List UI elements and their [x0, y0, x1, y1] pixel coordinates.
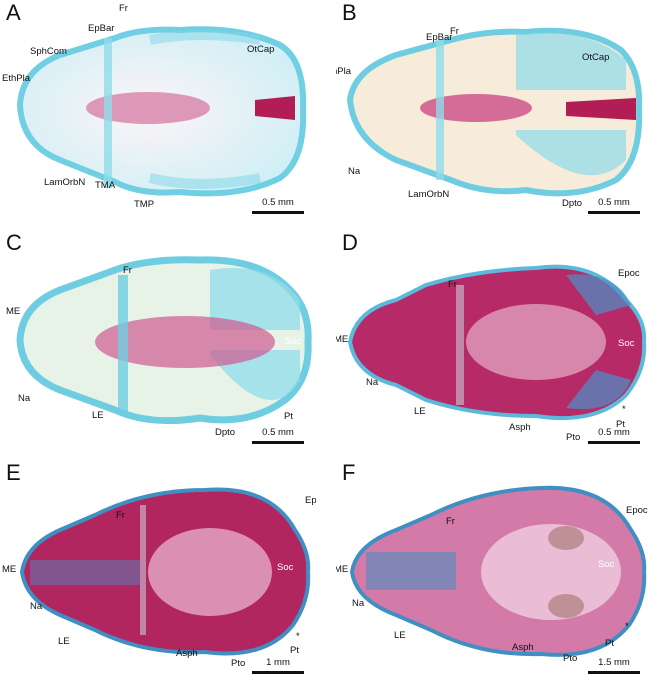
- label-pt: Pt: [284, 411, 293, 422]
- panel-letter: D: [342, 230, 358, 255]
- label-me: ME: [336, 564, 349, 575]
- label-epoc: Epoc: [305, 495, 316, 506]
- label-na: Na: [18, 393, 31, 404]
- label-lamorbn: LamOrbN: [44, 177, 86, 188]
- scale-label: 0.5 mm: [262, 427, 294, 438]
- label-otcap: OtCap: [247, 44, 275, 55]
- label-star: *: [296, 631, 300, 642]
- scale-label: 0.5 mm: [598, 197, 630, 208]
- panel-b: B EpBar Fr OtCap EthPla Na LamOrbN Dpto …: [336, 0, 652, 222]
- label-asph: Asph: [512, 642, 534, 653]
- panel-letter: B: [342, 0, 357, 25]
- label-pt: Pt: [605, 638, 614, 649]
- label-dpto: Dpto: [215, 427, 236, 438]
- skull-cartilage-b: [346, 27, 643, 197]
- label-le: LE: [92, 410, 104, 421]
- scale-label: 1 mm: [266, 657, 290, 668]
- label-soc: Soc: [285, 336, 302, 347]
- panel-letter: A: [6, 0, 21, 25]
- skull-cartilage-a: [16, 26, 307, 197]
- scale-bar: 0.5 mm: [588, 192, 640, 214]
- label-na: Na: [352, 598, 365, 609]
- scale-label: 0.5 mm: [262, 197, 294, 208]
- scale-bar: 1 mm: [252, 652, 304, 674]
- label-fr: Fr: [446, 516, 455, 527]
- label-soc: Soc: [598, 559, 615, 570]
- label-le: LE: [394, 630, 406, 641]
- panel-letter: E: [6, 460, 21, 485]
- panel-letter: C: [6, 230, 22, 255]
- label-fr: Fr: [116, 510, 125, 521]
- label-na: Na: [348, 166, 361, 177]
- label-pto: Pto: [566, 432, 581, 443]
- label-ethpla: EthPla: [2, 73, 30, 84]
- label-soc: Soc: [277, 562, 294, 573]
- scale-bar: 1.5 mm: [588, 652, 640, 674]
- panel-c: C Fr ME Soc Na LE Dpto Pt 0.5 mm: [0, 230, 316, 452]
- label-fr: Fr: [119, 3, 128, 14]
- label-star: *: [622, 404, 626, 415]
- scale-label: 0.5 mm: [598, 427, 630, 438]
- label-le: LE: [58, 636, 70, 647]
- label-asph: Asph: [509, 422, 531, 433]
- panel-d: D Fr Epoc ME Soc Na LE * Asph Pto Pt 0.5…: [336, 230, 652, 452]
- skull-cartilage-c: [16, 256, 312, 425]
- panel-a: A SphCom EpBar Fr OtCap EthPla LamOrbN T…: [0, 0, 316, 222]
- label-fr: Fr: [450, 26, 459, 37]
- panel-letter: F: [342, 460, 356, 485]
- label-tma: TMA: [95, 180, 116, 191]
- label-epoc: Epoc: [618, 268, 640, 279]
- label-fr: Fr: [448, 279, 457, 290]
- label-pto: Pto: [231, 658, 246, 669]
- label-pt: Pt: [616, 419, 625, 430]
- label-star: *: [625, 621, 629, 632]
- label-tmp: TMP: [134, 199, 155, 210]
- skull-bone-f: [349, 485, 647, 657]
- label-epbar: EpBar: [88, 23, 115, 34]
- scale-bar: 0.5 mm: [252, 422, 304, 444]
- panel-e: E Fr Epoc ME Soc Na LE * Asph Pto Pt 1 m…: [0, 460, 316, 682]
- scale-bar: 0.5 mm: [588, 422, 640, 444]
- label-me: ME: [336, 334, 349, 345]
- scale-label: 1.5 mm: [598, 657, 630, 668]
- label-epbar: EpBar: [426, 32, 453, 43]
- label-otcap: OtCap: [582, 52, 610, 63]
- label-na: Na: [366, 377, 379, 388]
- label-pto: Pto: [563, 653, 578, 664]
- skull-bone-d: [347, 264, 647, 421]
- label-dpto: Dpto: [562, 198, 583, 209]
- label-na: Na: [30, 601, 43, 612]
- label-ethpla: EthPla: [336, 66, 351, 77]
- label-sphcom: SphCom: [30, 46, 67, 57]
- label-pt: Pt: [290, 645, 299, 656]
- label-me: ME: [2, 564, 17, 575]
- label-le: LE: [414, 406, 426, 417]
- panel-f: F Fr Epoc ME Soc Na LE * Asph Pto Pt 1.5…: [336, 460, 652, 682]
- label-soc: Soc: [618, 338, 635, 349]
- label-lamorbn: LamOrbN: [408, 189, 450, 200]
- label-asph: Asph: [176, 648, 198, 659]
- label-fr: Fr: [123, 265, 132, 276]
- scale-bar: 0.5 mm: [252, 192, 304, 214]
- skull-bone-e: [19, 487, 311, 656]
- label-me: ME: [6, 306, 21, 317]
- label-epoc: Epoc: [626, 505, 648, 516]
